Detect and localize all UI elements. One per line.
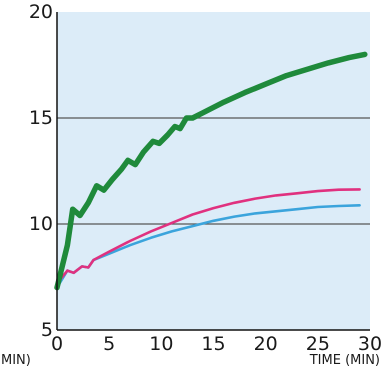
y-tick-label: 5 [41,319,53,341]
series-layer [54,51,368,291]
x-axis-label-fragment: MIN) [1,353,31,368]
y-tick-labels: 5 10 15 20 [29,1,53,341]
x-tick-label: 10 [149,333,173,355]
x-tick-label: 15 [201,333,225,355]
x-axis-label: TIME (MIN) [309,353,380,368]
x-tick-label: 25 [306,333,330,355]
y-tick-label: 10 [29,213,53,235]
y-tick-label: 15 [29,107,53,129]
x-tick-label: 0 [51,333,63,355]
x-tick-label: 30 [358,333,382,355]
y-tick-label: 20 [29,1,53,23]
x-tick-label: 5 [103,333,115,355]
x-tick-labels: 0 5 10 15 20 25 30 [51,333,382,355]
x-tick-label: 20 [254,333,278,355]
gridlines [57,117,370,225]
series-line-2 [55,188,361,285]
plot-area [57,12,370,330]
series-line-1 [54,51,368,291]
